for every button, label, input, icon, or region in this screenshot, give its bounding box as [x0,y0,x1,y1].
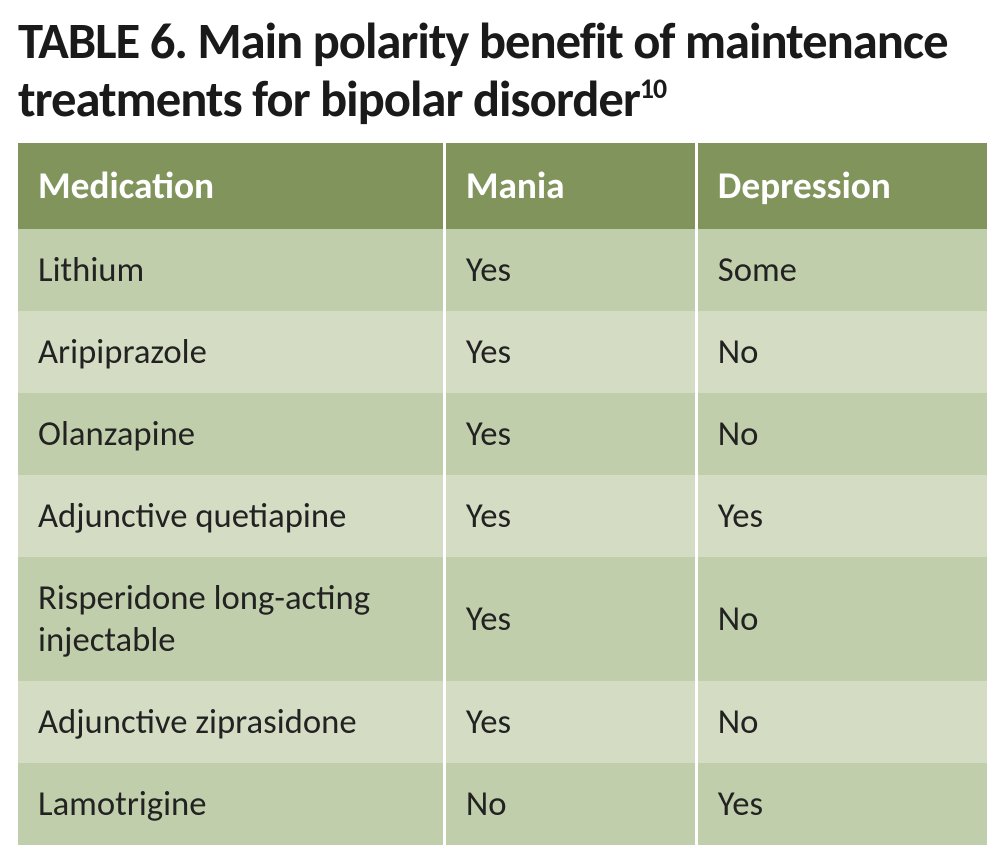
cell-medication: Adjunctive ziprasidone [18,681,444,763]
cell-depression: No [696,393,987,475]
cell-depression: No [696,557,987,681]
cell-medication: Lamotrigine [18,763,444,845]
cell-depression: No [696,681,987,763]
table-row: Lithium Yes Some [18,229,987,311]
cell-mania: Yes [444,557,696,681]
title-label: TABLE 6. [18,10,187,72]
table-row: Lamotrigine No Yes [18,763,987,845]
cell-medication: Aripiprazole [18,311,444,393]
page-container: TABLE 6. Main polarity benefit of mainte… [0,0,1005,680]
cell-medication: Adjunctive quetiapine [18,475,444,557]
cell-depression: Some [696,229,987,311]
cell-mania: No [444,763,696,845]
cell-medication: Risperidone long-acting injectable [18,557,444,681]
cell-mania: Yes [444,475,696,557]
cell-medication: Lithium [18,229,444,311]
table-row: Olanzapine Yes No [18,393,987,475]
cell-mania: Yes [444,393,696,475]
col-header-medication: Medication [18,143,444,229]
cell-depression: Yes [696,475,987,557]
table-row: Risperidone long-acting injectable Yes N… [18,557,987,681]
col-header-mania: Mania [444,143,696,229]
title-superscript: 10 [640,72,666,106]
cell-mania: Yes [444,229,696,311]
cell-depression: Yes [696,763,987,845]
cell-depression: No [696,311,987,393]
table-body: Lithium Yes Some Aripiprazole Yes No Ola… [18,229,987,845]
col-header-depression: Depression [696,143,987,229]
cell-mania: Yes [444,311,696,393]
table-row: Adjunctive ziprasidone Yes No [18,681,987,763]
cell-medication: Olanzapine [18,393,444,475]
table-title: TABLE 6. Main polarity benefit of mainte… [18,12,987,129]
polarity-table: Medication Mania Depression Lithium Yes … [18,143,987,845]
cell-mania: Yes [444,681,696,763]
table-row: Adjunctive quetiapine Yes Yes [18,475,987,557]
table-header-row: Medication Mania Depression [18,143,987,229]
table-row: Aripiprazole Yes No [18,311,987,393]
